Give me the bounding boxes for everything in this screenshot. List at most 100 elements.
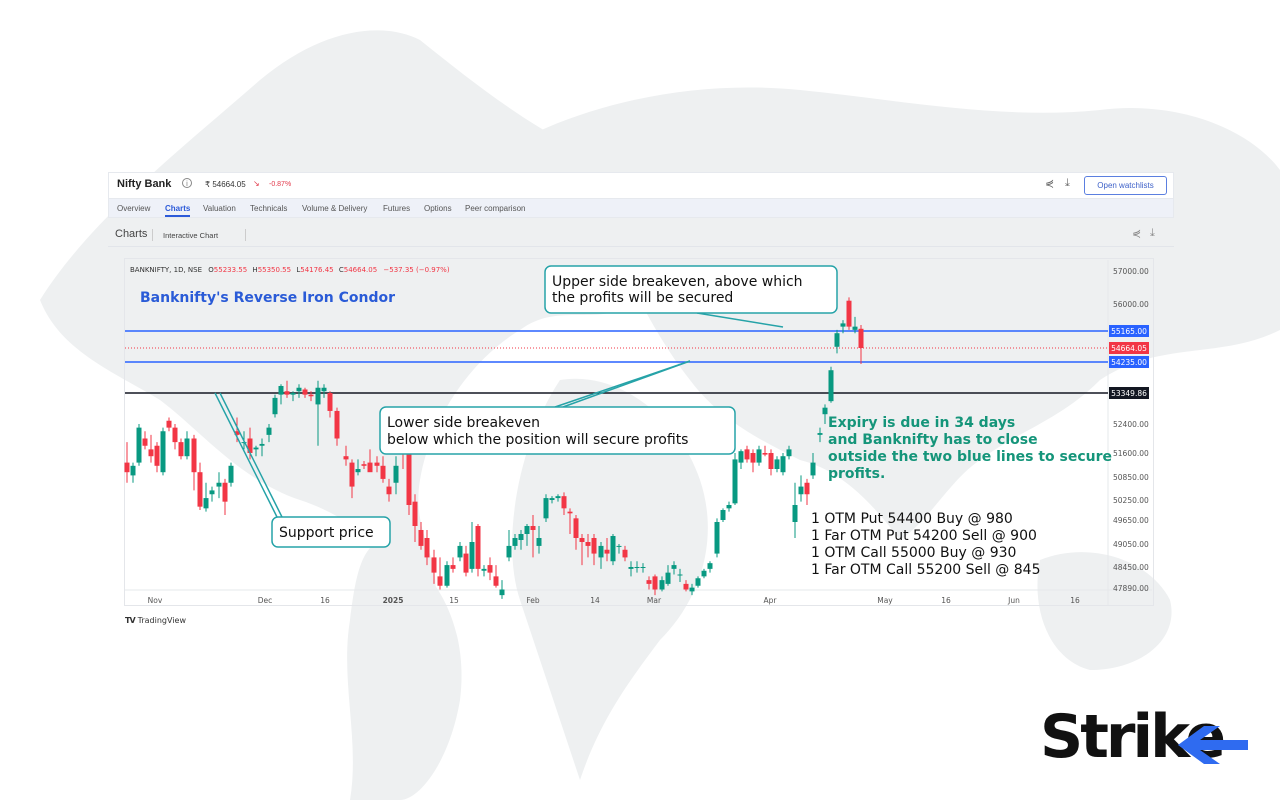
info-icon[interactable]: i	[182, 178, 192, 188]
candle	[792, 482, 798, 538]
lower-callout-line2: below which the position will secure pro…	[387, 432, 688, 448]
candle	[834, 329, 840, 354]
candle	[573, 515, 579, 550]
tab-options[interactable]: Options	[424, 204, 452, 213]
horizontal-levels	[125, 330, 1108, 394]
candle	[701, 568, 707, 579]
share-icon[interactable]: ⋞	[1132, 227, 1142, 240]
download-icon[interactable]: ⤓	[1065, 176, 1070, 189]
tab-volume-delivery[interactable]: Volume & Delivery	[302, 204, 368, 213]
candle	[640, 563, 646, 573]
candles	[124, 297, 864, 599]
candle	[579, 534, 585, 566]
time-tick: Mar	[647, 596, 662, 605]
support-price-callout[interactable]	[271, 516, 391, 548]
candle	[786, 445, 792, 460]
tab-charts[interactable]: Charts	[165, 204, 191, 217]
price-tick: 56000.00	[1113, 300, 1149, 309]
candle	[418, 522, 424, 550]
candle	[380, 456, 386, 483]
candle	[259, 438, 265, 457]
candle	[361, 461, 367, 469]
time-tick: 15	[449, 596, 459, 605]
price-tick: 49650.00	[1113, 516, 1149, 525]
candle	[622, 545, 628, 562]
tab-futures[interactable]: Futures	[383, 204, 411, 213]
time-tick: Nov	[148, 596, 163, 605]
candle	[130, 462, 136, 483]
candle	[671, 561, 677, 575]
candle	[530, 515, 536, 558]
leg-1: 1 OTM Put 54400 Buy @ 980	[811, 511, 1013, 527]
lower-breakeven-price-label	[1109, 356, 1149, 368]
candle	[412, 494, 418, 542]
tab-overview[interactable]: Overview	[117, 204, 151, 213]
open-watchlists-button[interactable]: Open watchlists	[1084, 176, 1167, 195]
candle	[499, 580, 505, 599]
time-tick: Dec	[258, 596, 273, 605]
time-axis: Nov Dec 16 2025 15 Feb 14 Mar Apr May 16 Jun 16	[148, 596, 1080, 605]
candle	[469, 522, 475, 573]
tab-bar: Overview Charts Valuation Technicals Vol…	[108, 198, 1174, 218]
candle	[610, 534, 616, 566]
candle	[302, 387, 308, 398]
candle	[840, 320, 846, 334]
candle	[536, 526, 542, 554]
strike-logo-text: Stri	[1040, 702, 1153, 772]
candle	[203, 482, 209, 512]
candle	[284, 380, 290, 398]
strike-arrow-icon	[1178, 726, 1248, 764]
candle	[598, 542, 604, 569]
candle	[707, 561, 713, 573]
candle	[524, 524, 530, 546]
candle	[172, 424, 178, 450]
candle	[852, 316, 858, 334]
charts-heading: Charts	[115, 228, 148, 240]
tab-peer-comparison[interactable]: Peer comparison	[465, 204, 526, 213]
tab-valuation[interactable]: Valuation	[203, 204, 236, 213]
upper-breakeven-callout[interactable]	[544, 265, 838, 314]
candle	[555, 494, 561, 502]
candle	[822, 404, 828, 424]
candle	[798, 475, 804, 502]
time-tick: 16	[941, 596, 951, 605]
divider	[245, 229, 246, 241]
charts-subheader: Charts Interactive Chart ⋞ ⤓	[108, 222, 1174, 247]
candle	[463, 545, 469, 577]
upper-breakeven-price-text: 55165.00	[1111, 327, 1147, 336]
price-labels: 55165.00 54664.05 54235.00 53349.86	[1109, 325, 1149, 399]
candle	[646, 576, 652, 590]
share-icon[interactable]: ⋞	[1045, 177, 1055, 190]
candle	[774, 456, 780, 473]
chart-frame	[124, 258, 1154, 606]
candle	[308, 391, 314, 402]
candle	[858, 325, 864, 365]
candle	[683, 580, 689, 592]
last-price-price-label	[1109, 342, 1149, 354]
time-tick: 14	[590, 596, 600, 605]
candle	[327, 391, 333, 418]
expiry-line2: and Banknifty has to close	[828, 432, 1038, 448]
chart-title: Banknifty's Reverse Iron Condor	[140, 290, 395, 306]
candle	[756, 445, 762, 466]
tradingview-branding[interactable]: TV TradingView	[125, 616, 186, 625]
expiry-line1: Expiry is due in 34 days	[828, 415, 1015, 431]
last-price-price-text: 54664.05	[1111, 344, 1147, 353]
candle	[142, 431, 148, 450]
tab-technicals[interactable]: Technicals	[250, 204, 288, 213]
leg-3: 1 OTM Call 55000 Buy @ 930	[811, 545, 1016, 561]
interactive-chart-tab[interactable]: Interactive Chart	[163, 231, 219, 240]
lower-breakeven-callout[interactable]	[379, 406, 736, 455]
candle	[444, 561, 450, 588]
candle	[374, 456, 380, 473]
time-tick: Jun	[1007, 596, 1020, 605]
candle	[768, 449, 774, 476]
upper-breakeven-price-label	[1109, 325, 1149, 337]
candle	[506, 530, 512, 562]
candle	[726, 501, 732, 512]
candle	[431, 549, 437, 584]
download-icon[interactable]: ⤓	[1150, 226, 1155, 239]
candle	[386, 478, 392, 502]
candle	[334, 407, 340, 446]
